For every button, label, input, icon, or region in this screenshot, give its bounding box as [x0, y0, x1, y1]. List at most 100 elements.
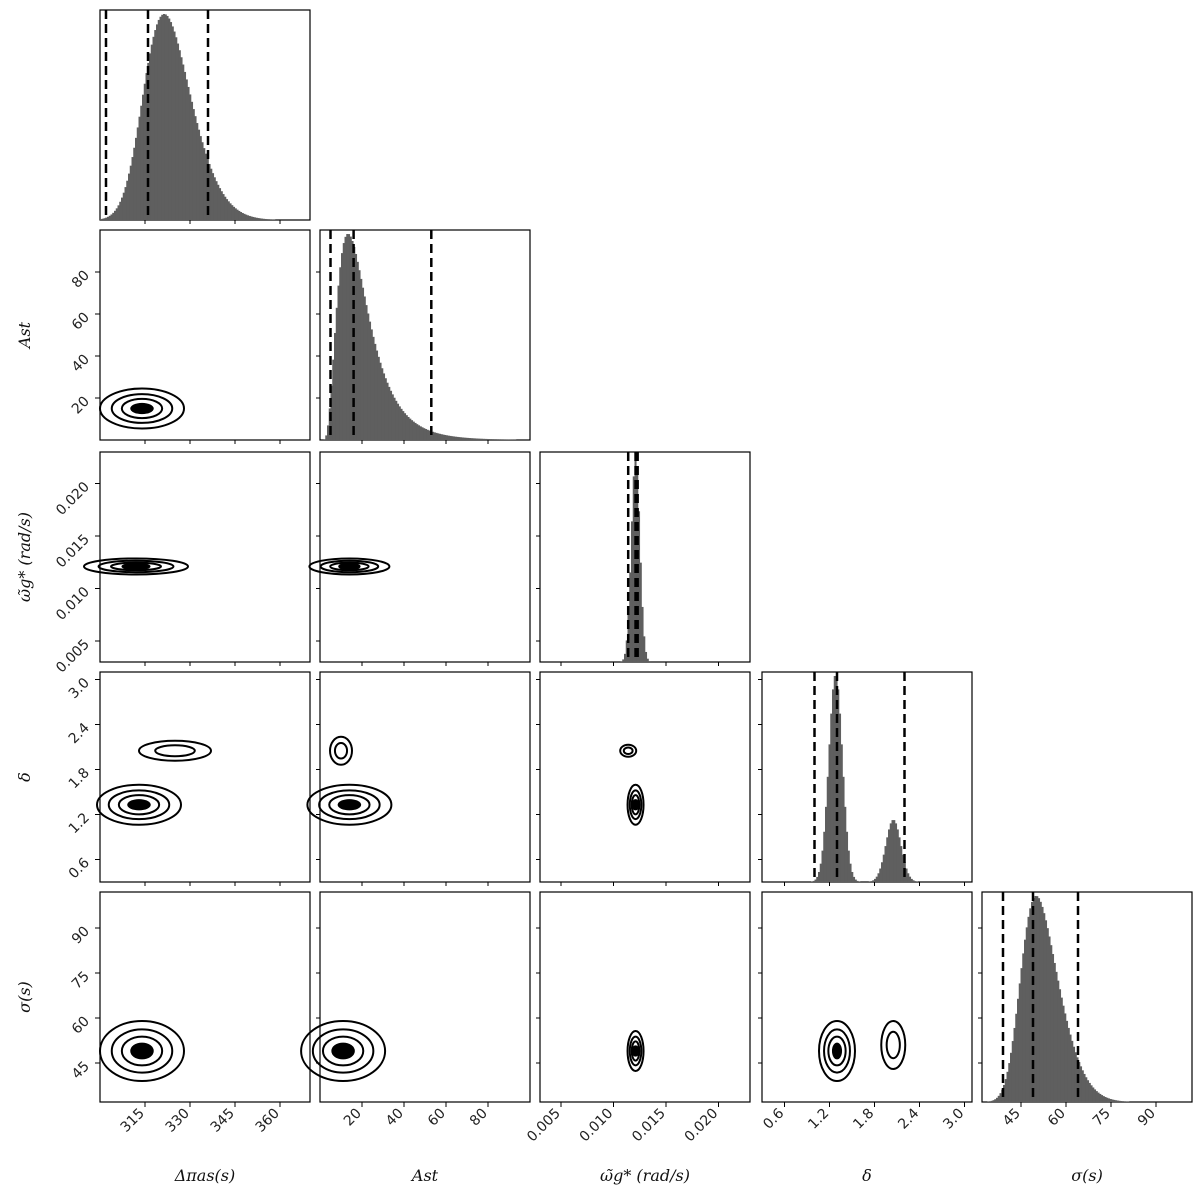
- contour-ast-vs-sigma-0-1: [311, 1028, 375, 1074]
- hist-bar-ast: [360, 278, 363, 440]
- hist-bar-delta: [886, 837, 889, 882]
- contour-core-ast-vs-delta: [337, 799, 362, 811]
- hist-bar-ast: [367, 313, 370, 440]
- hist-bar-dpi: [105, 217, 108, 220]
- hist-bar-ast: [458, 437, 461, 440]
- hist-bar-dpi: [271, 219, 274, 220]
- contour-core-ast-vs-omega: [338, 562, 361, 571]
- panel-frame-omega-vs-delta: [539, 671, 751, 883]
- hist-bar-dpi: [119, 201, 122, 220]
- hist-bar-delta: [833, 676, 836, 882]
- contour-core-omega-vs-delta: [631, 799, 640, 811]
- hist-bar-dpi: [227, 201, 230, 220]
- hist-bar-sigma: [1038, 898, 1041, 1102]
- hist-bar-dpi: [220, 191, 223, 220]
- hist-bar-delta: [847, 850, 850, 882]
- hist-bar-delta: [909, 876, 912, 882]
- hist-bar-sigma: [1088, 1082, 1091, 1102]
- hist-bar-ast: [456, 436, 459, 440]
- hist-bar-sigma: [1034, 896, 1037, 1102]
- hist-bar-ast: [407, 416, 410, 440]
- hist-bar-sigma: [1025, 927, 1028, 1102]
- hist-bar-sigma: [1106, 1097, 1109, 1102]
- hist-bar-sigma: [1027, 916, 1030, 1102]
- hist-bar-ast: [362, 287, 365, 440]
- hist-bar-dpi: [143, 83, 146, 221]
- hist-bar-dpi: [219, 188, 222, 220]
- hist-bar-dpi: [213, 177, 216, 220]
- hist-bar-ast: [484, 438, 487, 440]
- contour-dpi-vs-ast-0-2: [120, 397, 164, 420]
- hist-bar-ast: [390, 390, 393, 440]
- panel-frame-dpi-vs-omega: [99, 451, 311, 663]
- panel-frame-delta-vs-sigma: [761, 891, 973, 1103]
- hist-bar-delta: [912, 880, 915, 882]
- hist-bar-delta: [821, 850, 824, 882]
- hist-bar-delta: [881, 862, 884, 882]
- hist-bar-ast: [386, 382, 389, 440]
- hist-bar-ast: [437, 433, 440, 440]
- hist-bar-ast: [454, 436, 457, 440]
- hist-bar-sigma: [1113, 1099, 1116, 1102]
- hist-bar-dpi: [268, 219, 271, 220]
- contour-omega-vs-sigma-0-0: [626, 1030, 645, 1072]
- hist-bar-sigma: [1085, 1077, 1088, 1102]
- contour-dpi-vs-sigma-0-1: [110, 1028, 174, 1074]
- hist-bar-dpi: [199, 136, 202, 220]
- hist-bar-sigma: [992, 1100, 995, 1102]
- hist-bar-dpi: [252, 216, 255, 220]
- contour-omega-vs-sigma-0-1: [628, 1035, 643, 1067]
- contour-delta-vs-sigma-0-1: [823, 1028, 851, 1074]
- y-tick-label-delta-1: 1.2: [66, 810, 93, 837]
- hist-bar-dpi: [110, 214, 113, 220]
- hist-bar-ast: [334, 332, 337, 440]
- hist-bar-dpi: [103, 218, 106, 220]
- hist-bar-ast: [376, 350, 379, 440]
- hist-bar-dpi: [241, 212, 244, 220]
- hist-bar-dpi: [112, 212, 115, 220]
- hist-bar-dpi: [150, 44, 153, 220]
- hist-bar-dpi: [164, 14, 167, 220]
- hist-bar-dpi: [115, 208, 118, 220]
- hist-bar-ast: [442, 434, 445, 440]
- hist-bar-ast: [446, 435, 449, 440]
- hist-bar-dpi: [257, 218, 260, 220]
- y-tick-label-sigma-2: 75: [69, 969, 93, 993]
- x-tick-label-omega-2: 0.015: [629, 1106, 669, 1146]
- hist-bar-ast: [327, 425, 330, 440]
- hist-bar-dpi: [254, 217, 257, 220]
- hist-bar-ast: [463, 437, 466, 440]
- y-tick-label-delta-4: 3.0: [66, 675, 93, 702]
- hist-bar-dpi: [248, 215, 251, 220]
- hist-bar-dpi: [107, 216, 110, 220]
- hist-bar-ast: [412, 421, 415, 440]
- hist-bar-sigma: [1120, 1101, 1123, 1102]
- contour-ast-vs-omega-0-1: [319, 559, 380, 574]
- hist-bar-sigma: [1055, 971, 1058, 1102]
- hist-bar-ast: [363, 296, 366, 440]
- hist-bar-ast: [405, 415, 408, 440]
- hist-bar-ast: [344, 236, 347, 440]
- hist-bar-ast: [498, 439, 501, 440]
- hist-bar-sigma: [1022, 953, 1025, 1102]
- hist-bar-ast: [419, 426, 422, 440]
- hist-bar-dpi: [157, 19, 160, 220]
- hist-bar-ast: [349, 236, 352, 440]
- x-tick-label-omega-3: 0.020: [682, 1106, 722, 1146]
- hist-bar-dpi: [159, 16, 162, 221]
- hist-bar-sigma: [1069, 1034, 1072, 1102]
- hist-bar-delta: [851, 871, 854, 882]
- hist-bar-ast: [377, 356, 380, 440]
- hist-bar-sigma: [994, 1099, 997, 1102]
- hist-bar-sigma: [1073, 1046, 1076, 1102]
- hist-bar-dpi: [192, 109, 195, 220]
- hist-bar-ast: [416, 424, 419, 440]
- hist-bar-dpi: [234, 208, 237, 220]
- hist-bar-ast: [409, 418, 412, 440]
- hist-bar-ast: [467, 437, 470, 440]
- y-axis-label-delta: δ: [15, 772, 34, 782]
- x-tick-label-dpi-1: 330: [163, 1106, 193, 1136]
- hist-bar-dpi: [101, 218, 104, 220]
- hist-bar-sigma: [1039, 901, 1042, 1102]
- hist-bar-sigma: [1109, 1098, 1112, 1102]
